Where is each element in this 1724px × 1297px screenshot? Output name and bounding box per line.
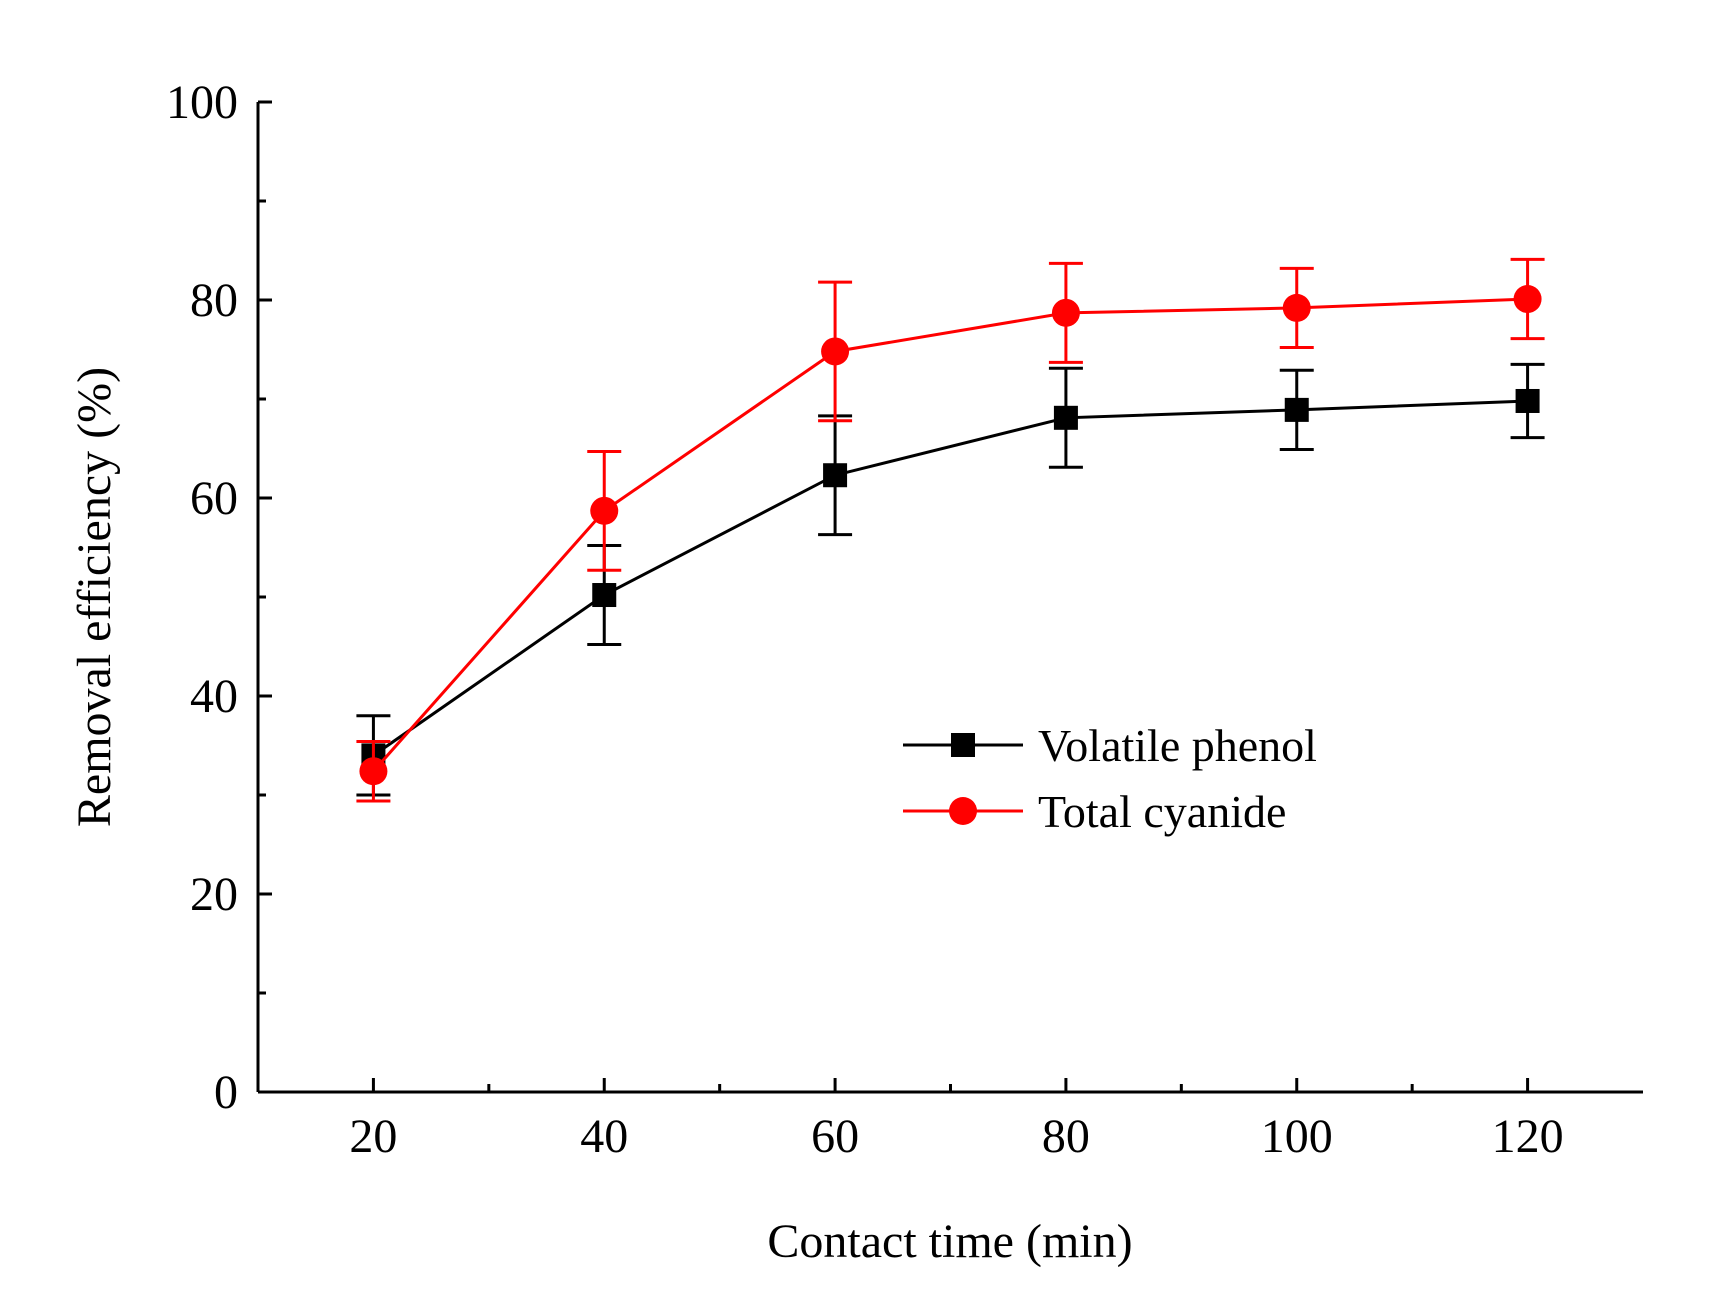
axes-layer xyxy=(256,102,1643,1094)
series-total-cyanide xyxy=(356,257,1545,803)
legend: Volatile phenol Total cyanide xyxy=(903,720,1317,837)
data-point xyxy=(1513,285,1542,314)
x-tick-label: 40 xyxy=(580,1110,628,1163)
legend-item: Volatile phenol xyxy=(903,720,1317,771)
data-point xyxy=(1053,405,1078,430)
series-volatile-phenol xyxy=(356,362,1545,797)
x-tick-label: 80 xyxy=(1042,1110,1090,1163)
data-point xyxy=(821,337,850,366)
data-point xyxy=(592,583,617,608)
ticks-layer: 20 40 60 80 100 120 0 20 40 60 80 100 xyxy=(166,76,1564,1163)
legend-item: Total cyanide xyxy=(903,786,1286,837)
y-tick-label: 20 xyxy=(190,868,238,921)
legend-label: Total cyanide xyxy=(1038,786,1286,837)
y-tick-label: 80 xyxy=(190,274,238,327)
data-point xyxy=(1282,293,1311,322)
series-layer xyxy=(356,257,1545,803)
x-tick-label: 20 xyxy=(349,1110,397,1163)
series-line xyxy=(372,399,1528,757)
data-point xyxy=(359,757,388,786)
data-point xyxy=(1284,397,1309,422)
x-tick-label: 120 xyxy=(1492,1110,1564,1163)
data-point xyxy=(1515,388,1540,413)
x-axis-title: Contact time (min) xyxy=(767,1215,1132,1268)
data-point xyxy=(1051,298,1080,327)
series-line xyxy=(372,297,1528,773)
y-tick-label: 60 xyxy=(190,472,238,525)
data-point xyxy=(823,463,848,488)
y-tick-label: 0 xyxy=(214,1066,238,1119)
legend-marker xyxy=(949,797,977,825)
y-axis-title: Removal efficiency (%) xyxy=(68,367,121,827)
legend-marker xyxy=(951,733,975,757)
legend-label: Volatile phenol xyxy=(1038,720,1317,771)
y-tick-label: 40 xyxy=(190,670,238,723)
y-tick-label: 100 xyxy=(166,76,238,129)
data-point xyxy=(590,496,619,525)
x-tick-label: 100 xyxy=(1261,1110,1333,1163)
x-tick-label: 60 xyxy=(811,1110,859,1163)
